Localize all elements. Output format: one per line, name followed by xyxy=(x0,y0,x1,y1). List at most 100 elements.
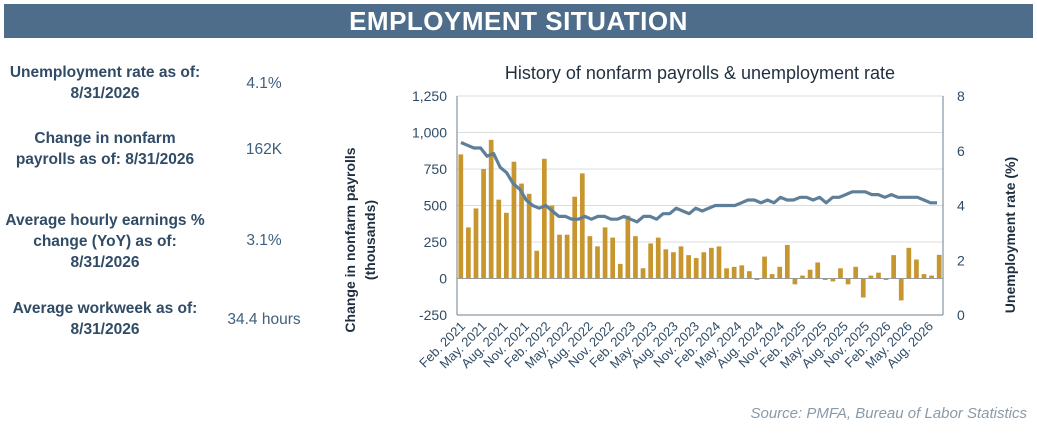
payroll-bar xyxy=(671,252,676,279)
payroll-bar xyxy=(617,263,623,279)
stat-label: Average workweek as of: 8/31/2026 xyxy=(0,298,210,340)
payroll-bar xyxy=(792,278,798,285)
source-note: Source: PMFA, Bureau of Labor Statistics xyxy=(750,405,1027,422)
payroll-bar xyxy=(777,266,783,279)
payroll-bar xyxy=(800,275,805,279)
payroll-bar xyxy=(587,236,593,279)
payroll-bar xyxy=(534,250,540,279)
stat-label-line: Average hourly earnings % xyxy=(5,212,205,229)
payroll-bar xyxy=(769,274,775,279)
payroll-bar xyxy=(579,173,585,279)
payroll-bar xyxy=(860,278,866,298)
payroll-bar xyxy=(921,274,927,279)
payroll-bar xyxy=(883,278,889,280)
stat-label: Average hourly earnings % change (YoY) as… xyxy=(0,210,210,273)
payroll-bar xyxy=(481,169,486,279)
chart-title: History of nonfarm payrolls & unemployme… xyxy=(505,63,895,83)
payroll-bar xyxy=(762,256,767,279)
payroll-bar xyxy=(822,278,828,280)
payroll-bar xyxy=(716,246,722,279)
payroll-bar xyxy=(807,269,813,279)
stat-label-line: Change in nonfarm xyxy=(34,130,176,147)
stat-label: Unemployment rate as of: 8/31/2026 xyxy=(0,62,210,104)
y-left-tick-label: 1,250 xyxy=(412,88,447,104)
payroll-bar xyxy=(891,255,896,279)
y-right-axis-label: Unemployment rate (%) xyxy=(1002,157,1018,313)
y-left-tick-label: 750 xyxy=(424,161,448,177)
y-right-tick-label: 6 xyxy=(957,143,965,159)
payroll-bar xyxy=(633,236,638,279)
payroll-bar xyxy=(496,199,502,279)
payrolls-unemployment-chart: History of nonfarm payrolls & unemployme… xyxy=(342,63,1018,371)
payroll-bar xyxy=(906,247,912,279)
payroll-bar xyxy=(663,249,669,279)
payroll-bar xyxy=(625,215,631,279)
payroll-bar xyxy=(876,272,881,279)
payroll-bar xyxy=(678,246,684,279)
stat-block: Average hourly earnings % change (YoY) as… xyxy=(0,210,318,274)
stat-label-line: Average workweek as of: xyxy=(12,300,198,317)
stat-block: Change in nonfarm payrolls as of: 8/31/20… xyxy=(0,128,318,174)
stat-value: 4.1% xyxy=(246,75,282,92)
y-left-axis-label: Change in nonfarm payrolls xyxy=(342,147,358,332)
payroll-bar xyxy=(526,193,532,279)
payroll-bar xyxy=(868,275,874,279)
payroll-bar xyxy=(853,266,859,279)
stat-label-line: change (YoY) as of: xyxy=(33,233,177,250)
payroll-bar xyxy=(488,139,494,279)
payroll-bar xyxy=(541,158,547,279)
payroll-bar xyxy=(519,183,524,279)
stat-label-line: 8/31/2026 xyxy=(70,254,140,271)
y-left-tick-label: 1,000 xyxy=(412,125,447,141)
payroll-bar xyxy=(595,246,600,279)
payroll-bar xyxy=(564,234,570,279)
payroll-bar xyxy=(731,266,737,279)
stat-block: Unemployment rate as of: 8/31/2026 4.1% xyxy=(0,62,318,108)
payroll-bar xyxy=(830,278,836,282)
payroll-bar xyxy=(701,252,707,279)
payroll-bar xyxy=(838,268,843,279)
payroll-bar xyxy=(549,205,555,279)
payroll-bar xyxy=(739,265,745,279)
y-left-tick-label: 0 xyxy=(439,271,447,287)
unemployment-rate-line xyxy=(460,141,937,224)
stat-block: Average workweek as of: 8/31/2026 34.4 hou… xyxy=(0,298,318,344)
payroll-bar xyxy=(724,268,729,279)
payroll-bar xyxy=(693,258,699,279)
payroll-bar xyxy=(686,255,691,279)
y-right-tick-label: 8 xyxy=(957,88,965,104)
payroll-bar xyxy=(557,234,562,279)
payroll-bar xyxy=(815,262,821,279)
payroll-bar xyxy=(754,278,760,280)
payroll-bar xyxy=(655,237,661,279)
payroll-bar xyxy=(572,196,578,279)
stat-value: 3.1% xyxy=(246,232,282,249)
y-left-tick-label: 250 xyxy=(424,234,448,250)
page-banner: EMPLOYMENT SITUATION xyxy=(4,4,1033,38)
stat-label-line: 8/31/2026 xyxy=(70,321,140,338)
y-right-tick-label: 0 xyxy=(957,307,965,323)
payroll-bar xyxy=(929,275,934,279)
payroll-bar xyxy=(936,254,942,279)
payroll-bar xyxy=(747,271,752,279)
payroll-bar xyxy=(898,278,904,301)
stat-label: Change in nonfarm payrolls as of: 8/31/20… xyxy=(0,128,210,170)
payroll-bar xyxy=(466,227,471,279)
payroll-bar xyxy=(602,227,608,279)
stat-value: 162K xyxy=(245,141,283,158)
payroll-bar xyxy=(914,259,919,279)
payroll-bar xyxy=(504,212,509,279)
stat-label-line: 8/31/2026 xyxy=(70,85,140,102)
y-left-tick-label: -250 xyxy=(419,307,447,323)
payroll-bar xyxy=(458,154,464,279)
stat-value: 34.4 hours xyxy=(227,311,301,328)
payroll-bar xyxy=(640,268,646,279)
y-left-axis-label: (thousands) xyxy=(362,200,378,280)
y-right-tick-label: 2 xyxy=(957,252,965,268)
stat-label-line: Unemployment rate as of: xyxy=(9,64,201,81)
payroll-bar xyxy=(648,243,653,279)
y-right-tick-label: 4 xyxy=(957,198,965,214)
stat-label-line: payrolls as of: 8/31/2026 xyxy=(15,151,195,168)
y-left-tick-label: 500 xyxy=(424,198,448,214)
payroll-bar xyxy=(511,161,517,279)
